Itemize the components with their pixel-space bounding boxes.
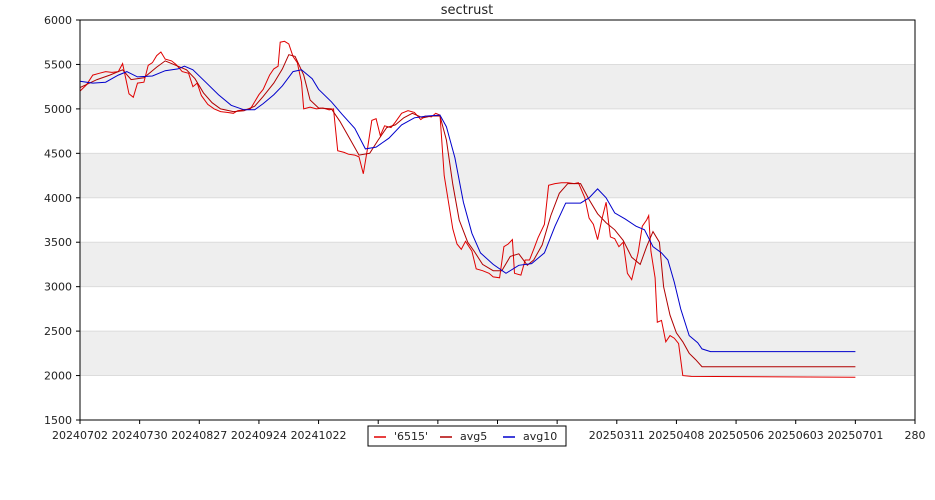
series-line-1 [79, 40, 856, 378]
series-line-3 [79, 65, 856, 353]
grid-band [80, 153, 915, 198]
grid-bands [80, 64, 915, 376]
grid-band [80, 242, 915, 287]
grid-band [80, 64, 915, 109]
y-tick-label: 5500 [44, 58, 72, 71]
y-tick-label: 3000 [44, 281, 72, 294]
y-tick-label: 4500 [44, 147, 72, 160]
x-tick-label: 20250311 [589, 429, 645, 442]
y-tick-label: 1500 [44, 414, 72, 427]
grid-band [80, 331, 915, 376]
legend: '6515' avg5 avg10 [367, 425, 567, 447]
x-tick-label: 20250701 [827, 429, 883, 442]
plot-frame [79, 19, 916, 421]
x-tick-label: 20240702 [52, 429, 108, 442]
legend-label-3: avg10 [523, 430, 557, 443]
y-tick-label: 2500 [44, 325, 72, 338]
legend-label-1: '6515' [394, 430, 428, 443]
y-tick-label: 6000 [44, 14, 72, 27]
legend-label-2: avg5 [460, 430, 487, 443]
series-layer [79, 40, 856, 378]
y-tick-label: 4000 [44, 192, 72, 205]
x-tick-label: 20241022 [291, 429, 347, 442]
legend-box [367, 425, 567, 447]
x-tick-label: 280 [905, 429, 926, 442]
x-tick-label: 20240730 [112, 429, 168, 442]
x-tick-label: 20250506 [708, 429, 764, 442]
y-tick-label: 3500 [44, 236, 72, 249]
y-tick-label: 2000 [44, 370, 72, 383]
y-tick-label: 5000 [44, 103, 72, 116]
x-tick-label: 20250603 [768, 429, 824, 442]
x-tick-label: 20240827 [171, 429, 227, 442]
y-axis: 1500 2000 2500 3000 3500 4000 4500 5000 5500 6000 [44, 14, 80, 427]
x-tick-label: 20240924 [231, 429, 287, 442]
x-tick-label: 20250408 [648, 429, 704, 442]
chart-title: sectrust [441, 3, 493, 18]
